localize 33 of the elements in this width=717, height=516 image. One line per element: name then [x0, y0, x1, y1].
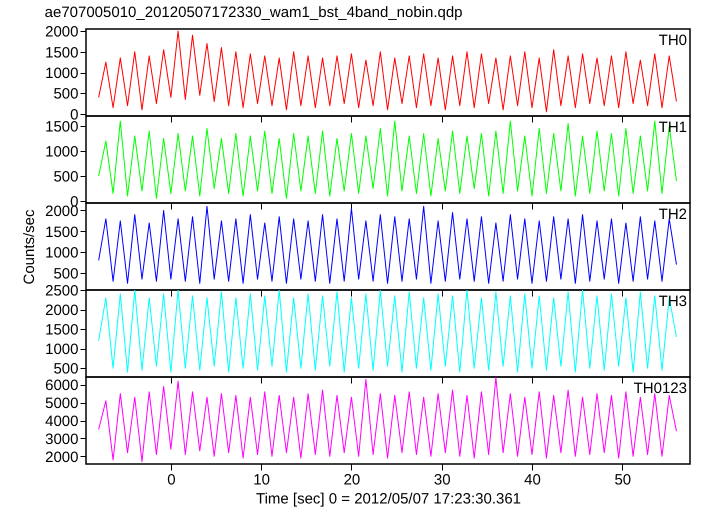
y-tick-label: 1000 — [45, 244, 78, 262]
y-tick-label: 1500 — [45, 118, 78, 136]
y-tick-label: 4000 — [45, 413, 78, 430]
x-tick-label: 20 — [344, 472, 360, 488]
y-tick-label: 500 — [53, 265, 78, 282]
series-label: TH0 — [658, 32, 687, 49]
x-tick-label: 30 — [434, 472, 451, 488]
y-axis-title: Counts/sec — [21, 208, 38, 285]
y-tick-label: 1000 — [45, 65, 78, 82]
y-tick-label: 1500 — [45, 44, 78, 62]
x-tick-label: 10 — [253, 472, 270, 488]
y-tick-label: 1500 — [45, 224, 78, 241]
y-tick-label: 1000 — [45, 144, 78, 160]
series-label: TH2 — [658, 206, 687, 223]
y-tick-label: 6000 — [45, 377, 78, 394]
y-tick-label: 3000 — [45, 430, 78, 448]
y-tick-label: 1500 — [45, 322, 78, 339]
y-tick-label: 500 — [53, 86, 78, 103]
y-tick-label: 2000 — [45, 24, 78, 41]
y-tick-label: 500 — [53, 168, 78, 186]
y-tick-label: 2000 — [45, 302, 78, 320]
x-tick-label: 40 — [524, 472, 541, 488]
y-tick-label: 2000 — [45, 448, 78, 466]
series-label: TH0123 — [634, 380, 687, 397]
y-tick-label: 2500 — [45, 282, 78, 300]
series-label: TH1 — [658, 119, 687, 136]
chart-title: ae707005010_20120507172330_wam1_bst_4band_nobin.qdp — [44, 4, 463, 22]
y-tick-label: 500 — [53, 360, 78, 378]
x-tick-label: 50 — [614, 472, 632, 488]
x-axis-title: Time [sec] 0 = 2012/05/07 17:23:30.361 — [256, 490, 522, 508]
x-tick-label: 0 — [167, 472, 176, 488]
y-tick-label: 5000 — [45, 395, 78, 412]
y-tick-label: 1000 — [45, 341, 78, 358]
